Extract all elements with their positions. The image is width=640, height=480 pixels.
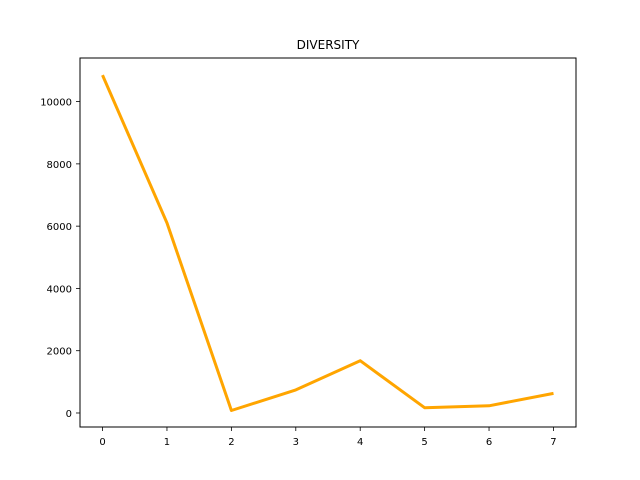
series-line-0 bbox=[101, 74, 554, 412]
y-axis: 0 2000 4000 6000 8000 10000 bbox=[40, 98, 80, 420]
y-tick-label: 6000 bbox=[47, 222, 72, 233]
y-tick-label: 2000 bbox=[47, 347, 72, 358]
x-tick-label: 0 bbox=[99, 437, 105, 448]
x-tick-label: 1 bbox=[164, 437, 170, 448]
y-tick-label: 10000 bbox=[40, 98, 72, 109]
x-tick-label: 4 bbox=[357, 437, 363, 448]
plot-area bbox=[101, 74, 554, 412]
x-axis: 0 1 2 3 4 5 6 7 bbox=[99, 427, 557, 448]
y-tick-label: 8000 bbox=[47, 160, 72, 171]
y-tick-label: 0 bbox=[66, 409, 72, 420]
x-tick-label: 6 bbox=[486, 437, 492, 448]
x-tick-label: 3 bbox=[293, 437, 299, 448]
x-tick-label: 2 bbox=[228, 437, 234, 448]
x-tick-label: 5 bbox=[421, 437, 427, 448]
x-tick-label: 7 bbox=[550, 437, 556, 448]
chart-title: DIVERSITY bbox=[297, 38, 360, 52]
axes-frame bbox=[79, 57, 577, 428]
y-tick-label: 4000 bbox=[47, 284, 72, 295]
